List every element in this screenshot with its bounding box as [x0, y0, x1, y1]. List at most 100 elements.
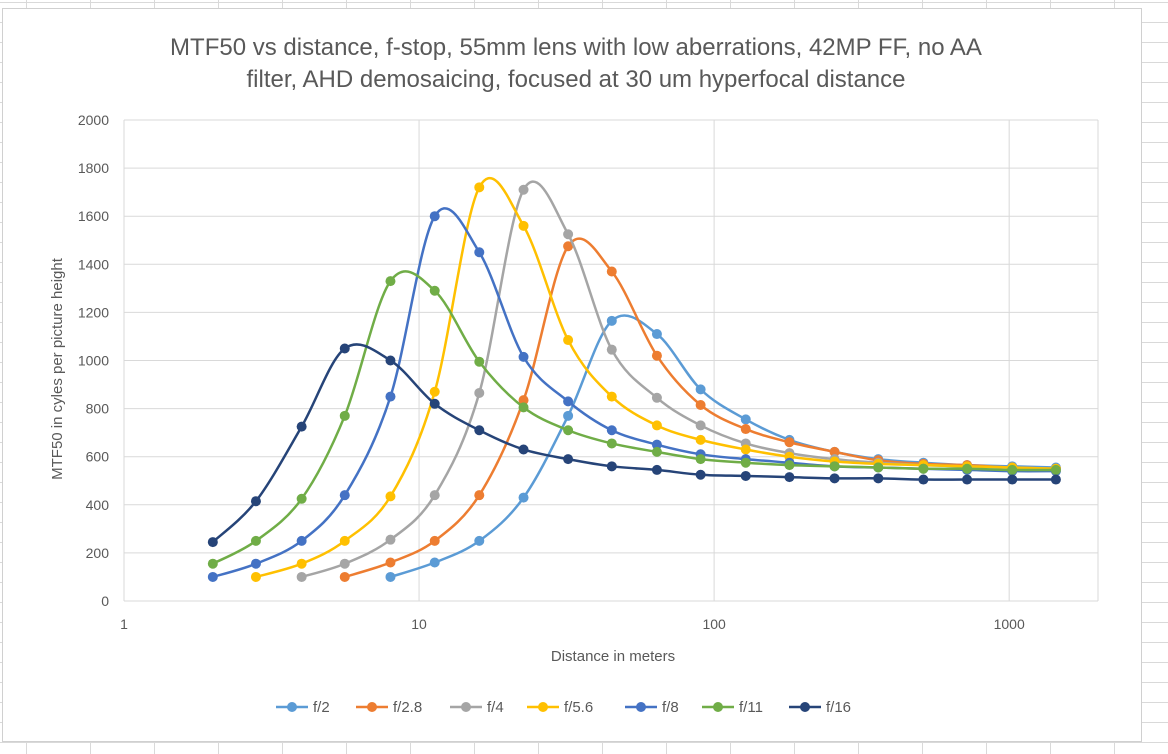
data-point — [606, 461, 617, 472]
chart-title-line-1: MTF50 vs distance, f-stop, 55mm lens wit… — [170, 34, 982, 61]
data-point — [518, 184, 529, 195]
chart-title-line-2: filter, AHD demosaicing, focused at 30 u… — [246, 66, 905, 93]
data-point — [606, 344, 617, 355]
data-point — [740, 424, 751, 435]
data-point — [250, 558, 261, 569]
data-point — [385, 391, 396, 402]
series-line — [211, 343, 1056, 543]
x-axis-title: Distance in meters — [551, 648, 675, 665]
data-point — [829, 473, 840, 484]
data-point — [740, 444, 751, 455]
data-point — [518, 402, 529, 413]
legend-marker — [461, 702, 471, 712]
legend-label: f/11 — [739, 699, 763, 716]
y-axis-tick-labels: 0 200 400 600 800 1000 1200 1400 1600 1800 2000 — [78, 112, 109, 609]
data-point — [339, 410, 350, 421]
data-point — [474, 535, 485, 546]
y-tick-label: 400 — [86, 497, 110, 513]
data-point — [962, 463, 973, 474]
data-point — [339, 343, 350, 354]
data-point — [339, 490, 350, 501]
legend-marker — [636, 702, 646, 712]
data-point — [563, 396, 574, 407]
data-point — [873, 462, 884, 473]
data-point — [651, 420, 662, 431]
data-point — [385, 355, 396, 366]
legend-label: f/2 — [313, 699, 330, 716]
legend-item: f/2.8 — [356, 699, 422, 716]
data-point — [429, 557, 440, 568]
data-point — [385, 491, 396, 502]
legend-label: f/16 — [826, 699, 851, 716]
data-point — [429, 535, 440, 546]
gridlines — [123, 119, 1099, 602]
data-point — [474, 247, 485, 258]
legend-item: f/2 — [276, 699, 330, 716]
legend-item: f/5.6 — [527, 699, 593, 716]
data-point — [651, 439, 662, 450]
series-line — [212, 207, 1056, 579]
data-point — [296, 421, 307, 432]
y-tick-label: 200 — [86, 545, 110, 561]
data-point — [1050, 474, 1061, 485]
legend-label: f/5.6 — [564, 699, 593, 716]
data-point — [296, 558, 307, 569]
data-point — [474, 182, 485, 193]
data-point — [651, 350, 662, 361]
data-point — [518, 492, 529, 503]
data-point — [651, 464, 662, 475]
legend-item: f/4 — [450, 699, 504, 716]
data-point — [829, 461, 840, 472]
data-point — [695, 469, 706, 480]
data-point — [250, 571, 261, 582]
data-point — [296, 535, 307, 546]
data-point — [1050, 464, 1061, 475]
series-f-16 — [207, 343, 1061, 548]
x-tick-label: 10 — [411, 616, 427, 632]
legend-label: f/4 — [487, 699, 504, 716]
series-f-4 — [296, 180, 1061, 582]
data-point — [385, 534, 396, 545]
data-point — [429, 398, 440, 409]
data-point — [962, 474, 973, 485]
y-tick-label: 1000 — [78, 353, 109, 369]
data-point — [339, 558, 350, 569]
y-tick-label: 800 — [86, 401, 110, 417]
legend-item: f/16 — [789, 699, 851, 716]
data-point — [385, 276, 396, 287]
data-point — [918, 463, 929, 474]
y-tick-label: 1600 — [78, 208, 109, 224]
data-point — [606, 315, 617, 326]
legend-marker — [713, 702, 723, 712]
y-tick-label: 1800 — [78, 160, 109, 176]
data-point — [606, 266, 617, 277]
legend-item: f/8 — [625, 699, 679, 716]
mtf50-line-chart: MTF50 vs distance, f-stop, 55mm lens wit… — [49, 34, 1099, 716]
series-lines — [207, 177, 1061, 582]
data-point — [207, 537, 218, 548]
data-point — [518, 395, 529, 406]
y-tick-label: 600 — [86, 449, 110, 465]
data-point — [250, 535, 261, 546]
series-line — [255, 177, 1056, 579]
chart-area[interactable]: MTF50 vs distance, f-stop, 55mm lens wit… — [2, 8, 1142, 742]
data-point — [740, 470, 751, 481]
data-point — [606, 438, 617, 449]
data-point — [563, 241, 574, 252]
legend-label: f/2.8 — [393, 699, 422, 716]
data-point — [695, 420, 706, 431]
x-tick-label: 1 — [120, 616, 128, 632]
y-tick-label: 2000 — [78, 112, 109, 128]
data-point — [563, 335, 574, 346]
x-tick-label: 1000 — [994, 616, 1025, 632]
data-point — [651, 446, 662, 457]
data-point — [296, 571, 307, 582]
data-point — [474, 387, 485, 398]
data-point — [695, 454, 706, 465]
data-point — [873, 473, 884, 484]
legend: f/2 f/2.8 f/4 f/5.6 f/8 f/11 f/16 — [276, 699, 851, 716]
data-point — [385, 571, 396, 582]
data-point — [339, 535, 350, 546]
data-point — [518, 220, 529, 231]
legend-marker — [800, 702, 810, 712]
